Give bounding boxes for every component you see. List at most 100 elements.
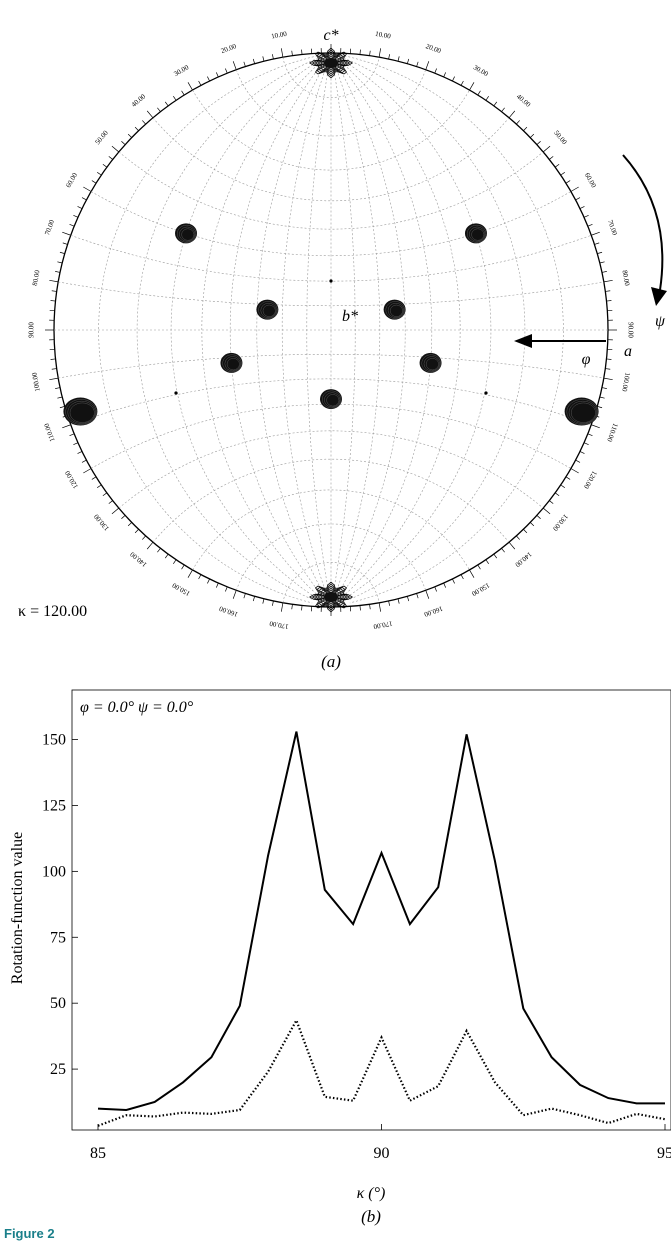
peak-core — [565, 398, 599, 426]
rim-tick — [600, 397, 605, 398]
rim-tick — [142, 536, 145, 540]
rim-tick — [83, 187, 91, 192]
kappa-readout: κ = 120.00 — [18, 603, 87, 620]
rim-tick — [584, 443, 589, 445]
rim-tick — [112, 508, 119, 514]
rim-tick — [537, 515, 541, 518]
peak-mid-left — [220, 353, 242, 373]
phi-arrowhead-icon — [514, 334, 532, 348]
rim-label: 60.00 — [583, 171, 598, 189]
rim-tick — [530, 134, 534, 137]
rim-tick — [60, 406, 65, 407]
rim-tick — [549, 501, 553, 504]
grid-latitude-line — [193, 490, 470, 570]
rim-tick — [606, 359, 611, 360]
rim-tick — [244, 593, 246, 598]
rim-tick — [516, 120, 519, 124]
rim-tick — [360, 605, 361, 610]
rim-label: 120.00 — [63, 469, 80, 490]
rim-tick — [588, 224, 593, 226]
grid-meridian-line — [257, 61, 327, 590]
rim-tick — [302, 605, 303, 610]
rim-label: 130.00 — [92, 512, 111, 532]
rim-label: 50.00 — [94, 129, 111, 147]
rim-tick — [157, 548, 160, 552]
rim-tick — [128, 134, 132, 137]
rim-label: 170.00 — [268, 619, 289, 630]
rim-tick — [147, 111, 153, 118]
rim-tick — [486, 96, 489, 100]
rim-tick — [62, 232, 70, 235]
rim-tick — [207, 579, 209, 583]
grid-meridian-line — [307, 62, 330, 588]
rim-tick — [49, 280, 58, 282]
rim-tick — [597, 406, 602, 407]
rim-label: 110.00 — [42, 422, 56, 443]
rim-tick — [49, 378, 58, 380]
rim-tick — [426, 590, 429, 598]
figure-caption-stub: Figure 2 — [4, 1226, 55, 1241]
rim-tick — [543, 146, 550, 152]
rim-tick — [78, 206, 82, 208]
rim-tick — [370, 51, 371, 56]
rim-tick — [51, 359, 56, 360]
rim-tick — [571, 187, 579, 192]
y-axis-label: Rotation-function value — [9, 832, 26, 984]
rim-label: 70.00 — [606, 219, 619, 237]
rim-label: 100.00 — [30, 371, 41, 392]
rim-tick — [83, 469, 91, 474]
rim-tick — [112, 146, 119, 152]
panel-a-label: (a) — [321, 652, 341, 671]
rim-tick — [360, 50, 361, 55]
rim-tick — [452, 77, 454, 81]
minor-peak-dot — [329, 279, 332, 282]
rim-label: 130.00 — [551, 513, 570, 533]
rim-tick — [142, 120, 145, 124]
rim-tick — [580, 451, 584, 453]
rim-label: 140.00 — [128, 550, 148, 569]
series-line-dotted — [98, 1020, 665, 1126]
grid-meridian-line — [202, 59, 324, 594]
rim-tick — [272, 601, 273, 606]
rim-tick — [55, 271, 60, 272]
rim-tick — [591, 232, 599, 235]
rim-tick — [444, 72, 446, 77]
rim-tick — [591, 425, 599, 428]
peak-lower-center — [320, 389, 342, 409]
rim-tick — [253, 596, 254, 601]
rim-tick — [478, 91, 481, 95]
peak-upper-right — [465, 223, 487, 243]
rim-tick — [70, 224, 75, 226]
peak-core — [324, 592, 338, 602]
y-tick-label: 100 — [42, 863, 66, 880]
rim-tick — [604, 378, 613, 380]
rim-tick — [576, 460, 580, 462]
rim-tick — [486, 560, 489, 564]
rim-tick — [281, 603, 283, 612]
rim-tick — [135, 127, 138, 131]
rim-tick — [600, 262, 605, 263]
rim-tick — [263, 599, 264, 604]
rim-tick — [182, 91, 185, 95]
rim-tick — [253, 59, 254, 64]
rim-tick — [70, 434, 75, 436]
rim-tick — [165, 554, 168, 558]
rim-label: 80.00 — [621, 270, 632, 287]
rim-tick — [566, 181, 570, 184]
rim-label: 90.00 — [626, 322, 634, 338]
rim-tick — [92, 181, 96, 184]
series-line-solid — [98, 732, 665, 1110]
rim-tick — [509, 111, 515, 118]
rim-tick — [561, 172, 565, 175]
rim-tick — [233, 61, 236, 69]
phi-label: φ — [582, 351, 591, 368]
rim-tick — [128, 522, 132, 525]
rim-label: 40.00 — [515, 93, 533, 110]
rim-tick — [435, 587, 437, 592]
rim-label: 80.00 — [31, 269, 42, 286]
y-tick-label: 50 — [50, 995, 66, 1012]
peak-upper-left — [175, 223, 197, 243]
rim-tick — [398, 599, 399, 604]
rim-tick — [555, 493, 559, 496]
